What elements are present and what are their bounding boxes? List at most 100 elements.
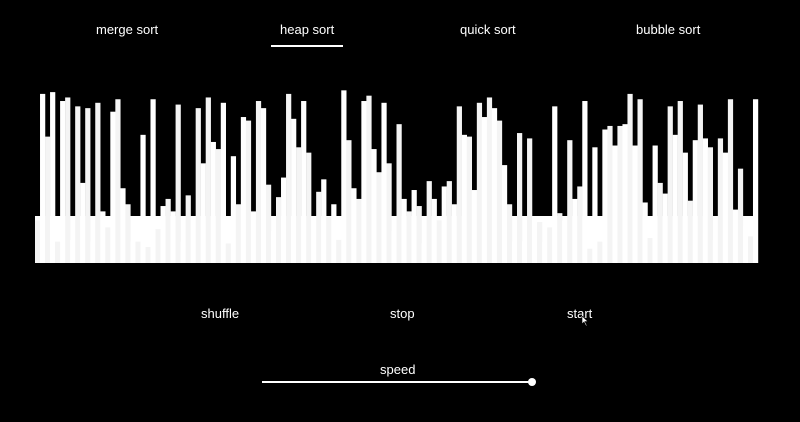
array-bar xyxy=(527,138,533,263)
array-bar xyxy=(416,206,422,263)
stop-button[interactable]: stop xyxy=(390,306,415,321)
array-bar xyxy=(426,181,432,263)
array-bar xyxy=(120,188,126,263)
array-bar xyxy=(240,117,247,263)
array-bar xyxy=(190,216,196,263)
array-bar xyxy=(742,225,749,263)
array-bar xyxy=(476,102,483,263)
array-bar xyxy=(421,243,427,263)
array-bar xyxy=(145,246,151,263)
array-bar xyxy=(406,211,412,263)
array-bar xyxy=(481,117,488,263)
array-bar xyxy=(170,211,176,263)
array-bar xyxy=(562,220,568,263)
array-bar xyxy=(436,220,442,263)
array-bar xyxy=(105,227,111,263)
array-bar xyxy=(567,140,573,263)
array-bar xyxy=(296,147,302,263)
tab-heap-sort[interactable]: heap sort xyxy=(270,22,344,47)
array-bar xyxy=(371,149,377,263)
array-bar xyxy=(55,241,61,263)
array-bar xyxy=(155,229,161,263)
array-bar xyxy=(506,204,513,263)
array-bar xyxy=(346,140,352,263)
array-bar xyxy=(391,230,397,263)
array-bar xyxy=(431,198,437,263)
array-bar xyxy=(607,125,613,263)
array-bar xyxy=(225,243,232,263)
array-bar xyxy=(40,93,46,264)
array-bar xyxy=(260,108,267,263)
array-bar xyxy=(456,106,462,263)
array-bar xyxy=(727,99,734,264)
array-bar xyxy=(496,120,503,263)
array-bar xyxy=(622,124,628,263)
array-bar xyxy=(326,216,332,263)
array-bar xyxy=(692,140,698,263)
array-bar xyxy=(255,101,262,264)
array-bar xyxy=(376,172,382,263)
array-bar xyxy=(250,211,257,263)
array-bar xyxy=(160,206,166,263)
array-bar xyxy=(466,136,473,263)
array-bar xyxy=(321,179,327,263)
array-bar xyxy=(75,106,81,263)
array-bar xyxy=(532,216,538,263)
array-bar xyxy=(557,213,563,263)
array-bar xyxy=(125,204,131,263)
array-bar xyxy=(175,104,181,263)
array-bar xyxy=(65,97,71,264)
array-bar xyxy=(235,204,242,263)
array-bar xyxy=(100,211,106,263)
array-bar xyxy=(230,156,237,263)
array-bar xyxy=(245,120,252,263)
array-bar xyxy=(215,149,221,263)
array-bar xyxy=(712,239,719,263)
array-bar xyxy=(752,99,759,264)
array-bar xyxy=(286,93,292,264)
array-bar xyxy=(90,241,96,263)
array-bar xyxy=(140,134,146,263)
array-bar xyxy=(491,108,498,263)
array-bar xyxy=(110,111,116,263)
array-bar xyxy=(180,241,186,263)
shuffle-button[interactable]: shuffle xyxy=(201,306,240,321)
array-bar xyxy=(617,125,623,263)
array-bar xyxy=(316,191,322,263)
array-bar xyxy=(662,193,668,263)
array-bar xyxy=(677,101,683,264)
array-bar xyxy=(722,152,729,263)
array-bar xyxy=(682,152,688,263)
array-bar xyxy=(386,163,392,263)
tab-bubble-sort[interactable]: bubble sort xyxy=(636,22,701,37)
array-bar xyxy=(547,227,553,263)
array-bar xyxy=(341,90,347,263)
array-bar xyxy=(265,184,272,263)
tab-quick-sort[interactable]: quick sort xyxy=(460,22,516,37)
sorting-visualization xyxy=(35,90,759,264)
array-bar xyxy=(627,93,633,264)
array-bar xyxy=(637,99,643,264)
array-bar xyxy=(291,118,297,263)
array-bar xyxy=(471,190,478,263)
array-bar xyxy=(717,138,724,263)
array-bar xyxy=(401,198,407,263)
array-bar xyxy=(552,106,558,263)
array-bar xyxy=(85,108,91,263)
tab-merge-sort[interactable]: merge sort xyxy=(96,22,159,37)
array-bar xyxy=(697,104,703,263)
array-bar xyxy=(200,163,206,263)
speed-slider-thumb[interactable] xyxy=(528,378,536,386)
mouse-cursor-icon xyxy=(582,316,589,326)
speed-slider-track[interactable] xyxy=(262,381,532,383)
start-button[interactable]: start xyxy=(567,306,593,321)
array-bar xyxy=(80,182,86,263)
array-bar xyxy=(672,134,678,263)
array-bar xyxy=(652,145,658,263)
array-bar xyxy=(195,108,201,263)
array-bar xyxy=(687,200,693,263)
speed-label: speed xyxy=(380,362,416,377)
array-bar xyxy=(577,186,583,263)
array-bar xyxy=(702,138,708,263)
array-bar xyxy=(542,241,548,263)
